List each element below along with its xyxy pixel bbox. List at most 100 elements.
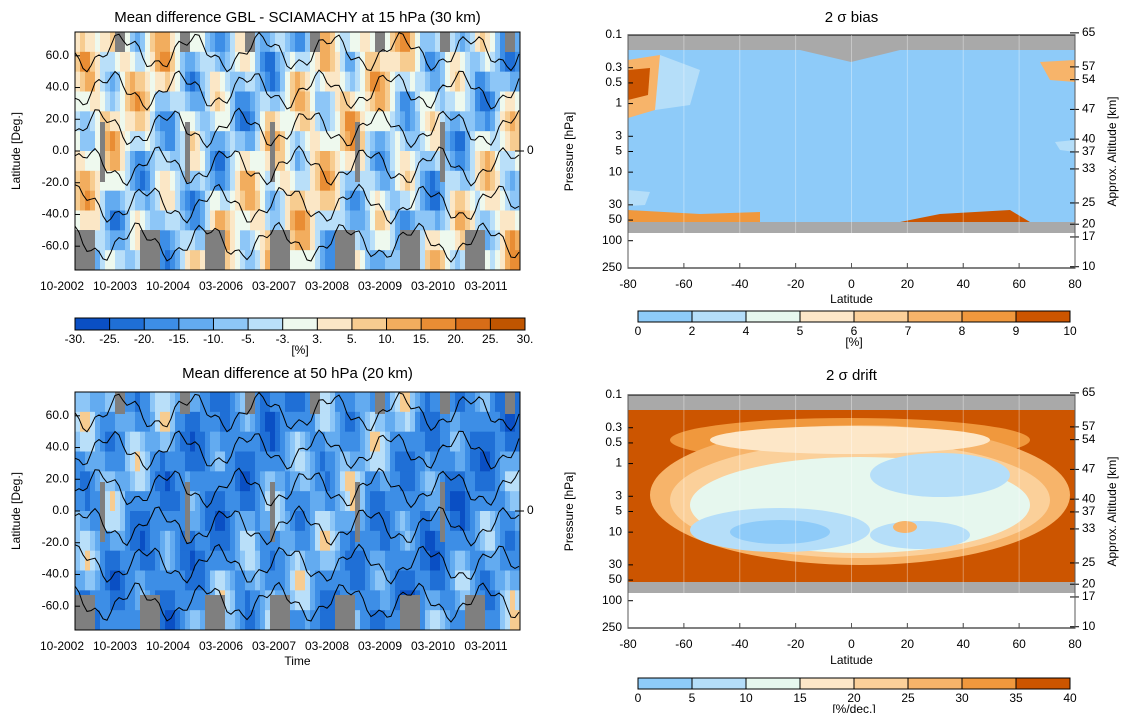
field-cell xyxy=(505,51,511,73)
field-cell xyxy=(420,550,426,571)
colorbar-swatch xyxy=(638,311,693,322)
field-cell xyxy=(470,530,476,552)
field-cell xyxy=(225,32,231,53)
field-cell xyxy=(205,511,211,532)
field-cell xyxy=(490,250,496,270)
field-cell xyxy=(305,230,311,251)
field-cell xyxy=(350,91,356,112)
field-cell xyxy=(130,471,136,492)
field-cell xyxy=(135,111,141,132)
field-cell xyxy=(470,51,476,73)
field-cell xyxy=(490,91,496,112)
field-cell xyxy=(275,111,281,132)
field-cell xyxy=(285,530,291,552)
field-cell xyxy=(370,610,376,630)
field-cell xyxy=(435,431,441,452)
field-cell xyxy=(250,570,256,591)
field-cell xyxy=(75,530,81,552)
field-cell xyxy=(80,131,86,152)
field-cell xyxy=(175,431,181,452)
field-cell xyxy=(130,610,136,630)
field-cell xyxy=(455,471,461,492)
field-cell xyxy=(125,71,131,92)
field-cell xyxy=(375,111,381,132)
x-tick-label: 10-2004 xyxy=(146,279,190,293)
field-cell xyxy=(390,530,396,552)
field-cell xyxy=(510,411,516,433)
colorbar-swatch xyxy=(746,311,801,322)
field-cell xyxy=(490,530,496,552)
field-cell xyxy=(445,91,451,112)
field-cell xyxy=(135,170,141,192)
field-cell xyxy=(315,590,321,611)
colorbar-swatch xyxy=(1016,678,1071,689)
contour-line xyxy=(75,505,520,547)
y-tick-label: 1 xyxy=(615,96,622,110)
field-cell xyxy=(340,491,346,512)
field-cell xyxy=(475,51,481,73)
field-cell xyxy=(315,250,321,270)
mask xyxy=(155,595,161,630)
field-cell xyxy=(105,230,111,251)
field-cell xyxy=(310,411,316,433)
field-cell xyxy=(140,151,146,172)
field-cell xyxy=(220,550,226,571)
field-cell xyxy=(85,392,91,413)
colorbar-swatch xyxy=(75,318,110,330)
field-cell xyxy=(505,250,511,270)
field-cell xyxy=(165,210,171,231)
field-cell xyxy=(355,471,361,492)
field-cell xyxy=(410,151,416,172)
field-cell xyxy=(240,131,246,152)
field-cell xyxy=(230,230,236,251)
field-cell xyxy=(110,91,116,112)
field-cell xyxy=(200,230,206,251)
field-cell xyxy=(340,51,346,73)
field-cell xyxy=(210,51,216,73)
field-cell xyxy=(365,511,371,532)
field-cell xyxy=(95,230,101,251)
field-cell xyxy=(170,230,176,251)
field-cell xyxy=(95,32,101,53)
y-tick-label: 0.3 xyxy=(605,60,622,74)
colorbar-tick-label: 20 xyxy=(847,691,861,705)
field-cell xyxy=(180,511,186,532)
y2-tick-label: 37 xyxy=(1082,504,1096,518)
field-cell xyxy=(135,210,141,231)
field-cell xyxy=(440,610,446,630)
field-cell xyxy=(230,491,236,512)
field-cell xyxy=(405,411,411,433)
field-cell xyxy=(470,111,476,132)
field-cell xyxy=(515,210,520,231)
field-cell xyxy=(175,392,181,413)
field-cell xyxy=(195,111,201,132)
field-cell xyxy=(435,210,441,231)
x-tick-label: 40 xyxy=(957,277,971,291)
field-cell xyxy=(240,170,246,192)
field-cell xyxy=(230,250,236,270)
field-cell xyxy=(260,491,266,512)
field-cell xyxy=(360,210,366,231)
field-cell xyxy=(365,151,371,172)
field-cell xyxy=(190,590,196,611)
field-cell xyxy=(455,431,461,452)
field-cell xyxy=(495,610,501,630)
field-cell xyxy=(385,392,391,413)
field-cell xyxy=(395,131,401,152)
field-cell xyxy=(215,411,221,433)
field-cell xyxy=(420,471,426,492)
field-cell xyxy=(400,51,406,73)
bias-field xyxy=(628,35,1075,268)
field-cell xyxy=(470,550,476,571)
field-cell xyxy=(450,392,456,413)
y-tick-label: 30 xyxy=(609,197,623,211)
field-cell xyxy=(210,190,216,211)
field-cell xyxy=(80,451,86,472)
field-cell xyxy=(260,530,266,552)
field-cell xyxy=(420,131,426,152)
field-cell xyxy=(225,530,231,552)
field-cell xyxy=(175,411,181,433)
field-cell xyxy=(310,190,316,211)
mask xyxy=(210,595,216,630)
field-cell xyxy=(390,190,396,211)
